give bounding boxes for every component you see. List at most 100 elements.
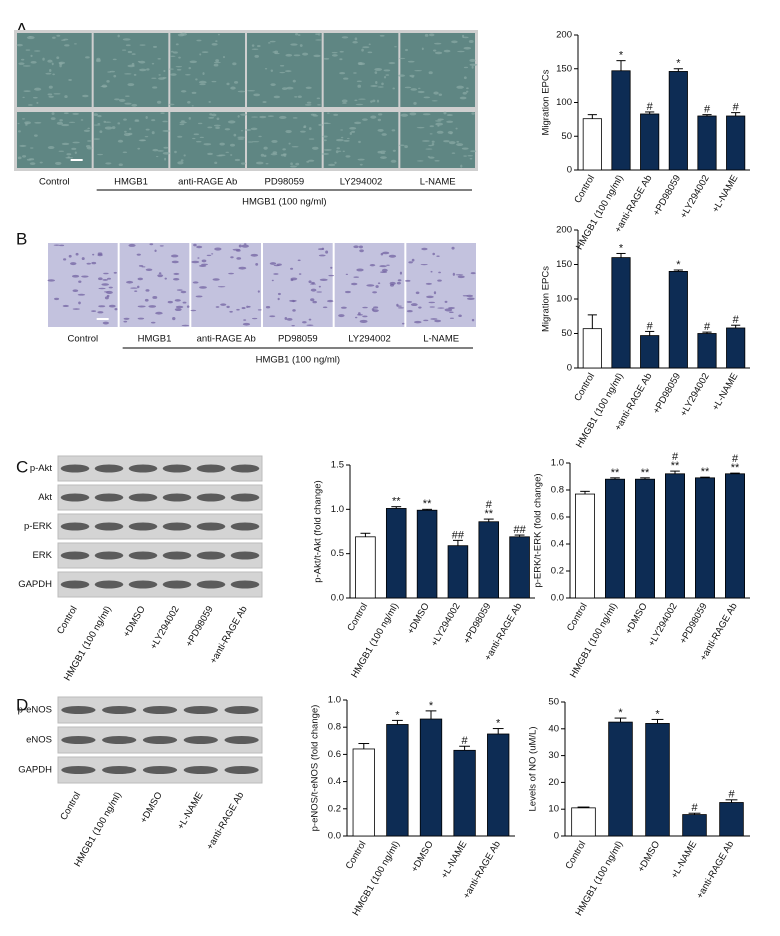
cell	[421, 247, 428, 251]
blot-band	[60, 551, 90, 560]
cell	[463, 76, 467, 80]
x-tick-label: +PD98059	[651, 371, 683, 416]
bar	[665, 473, 686, 599]
lane-label: +DMSO	[121, 604, 148, 639]
cell	[380, 151, 386, 155]
cell	[410, 88, 418, 91]
y-tick-label: 0.6	[551, 512, 564, 523]
cell	[438, 93, 443, 96]
blot-band	[224, 736, 259, 744]
cell	[306, 324, 314, 326]
cell	[270, 69, 274, 72]
bar	[726, 115, 746, 171]
cell	[124, 102, 132, 105]
blot-row-label: ERK	[32, 550, 52, 561]
blot-band	[60, 522, 90, 531]
image-label: HMGB1	[114, 177, 148, 188]
cell	[24, 124, 28, 126]
cell	[196, 39, 202, 42]
cell	[96, 57, 101, 61]
blot-row-label: Akt	[38, 492, 52, 503]
cell	[310, 288, 317, 292]
cell	[243, 243, 247, 245]
cell	[170, 254, 179, 258]
cell	[98, 305, 106, 308]
cell	[471, 318, 475, 322]
cell	[459, 96, 467, 100]
x-tick-label: +L-NAME	[710, 371, 740, 412]
cell	[208, 116, 215, 119]
bar	[605, 478, 626, 599]
cell	[104, 121, 112, 123]
significance-label: *	[619, 242, 624, 254]
cell	[463, 66, 469, 69]
cell	[396, 281, 401, 285]
cell	[215, 126, 220, 129]
cell	[282, 148, 286, 151]
cell	[428, 301, 436, 304]
cell	[91, 261, 97, 265]
cell	[63, 112, 69, 115]
cell	[105, 162, 112, 165]
x-tick-label: +LY294002	[678, 173, 712, 220]
cell	[286, 317, 293, 321]
cell	[97, 115, 102, 118]
cell	[418, 306, 422, 309]
cell	[451, 246, 455, 250]
blot-row-label: p-Akt	[30, 463, 53, 474]
cell	[368, 43, 371, 46]
cell	[171, 260, 179, 264]
cell	[82, 94, 89, 98]
micrograph	[93, 112, 169, 168]
cell	[191, 91, 197, 94]
cell	[18, 62, 25, 65]
cell	[471, 112, 475, 115]
cell	[238, 266, 247, 270]
cell	[336, 138, 344, 142]
cell	[309, 283, 317, 285]
cell	[151, 62, 155, 65]
micrograph	[400, 33, 475, 107]
cell	[104, 291, 109, 293]
cell	[184, 74, 191, 76]
cell	[117, 139, 124, 143]
cell	[323, 57, 330, 60]
y-tick-label: 0.6	[328, 749, 341, 760]
cell	[145, 289, 150, 292]
cell	[392, 149, 396, 152]
cell	[308, 159, 315, 162]
cell	[17, 130, 21, 133]
cell	[254, 54, 260, 58]
cell	[160, 112, 165, 115]
cell	[310, 298, 315, 302]
cell	[145, 268, 153, 271]
cell	[383, 76, 387, 79]
cell	[377, 129, 384, 132]
cell	[335, 150, 339, 154]
cell	[150, 321, 156, 324]
significance-label: ##	[452, 529, 465, 541]
cell	[162, 152, 171, 155]
blot-strip	[57, 571, 263, 598]
cell	[425, 148, 433, 150]
cell	[305, 86, 312, 89]
significance-label: **	[641, 467, 650, 479]
cell	[429, 306, 435, 308]
scale-bar	[70, 159, 83, 161]
cell	[388, 254, 397, 258]
cell	[381, 82, 384, 86]
significance-label: #	[704, 104, 711, 116]
cell	[390, 159, 397, 163]
cell	[61, 123, 70, 127]
blot-band	[196, 493, 226, 502]
bar	[635, 478, 656, 599]
cell	[321, 152, 330, 155]
cell	[297, 34, 301, 36]
cell	[399, 57, 406, 60]
cell	[273, 264, 280, 267]
cell	[215, 306, 220, 308]
cell	[312, 146, 319, 150]
bar	[582, 328, 602, 369]
significance-label: #	[733, 102, 740, 114]
cell	[174, 150, 177, 154]
